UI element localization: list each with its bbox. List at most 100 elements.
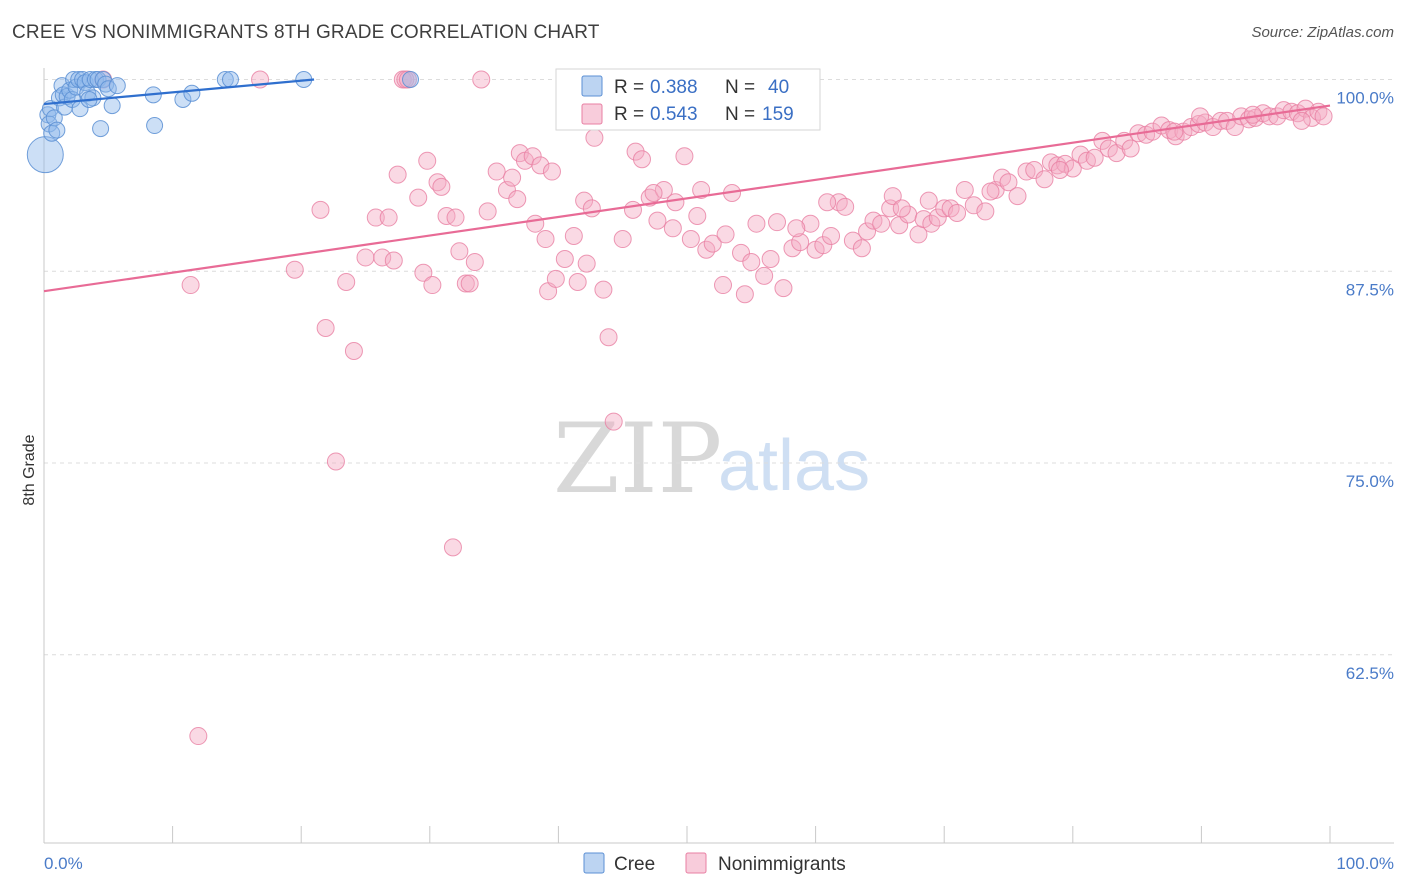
nonimmigrants-point-59 xyxy=(666,193,685,212)
nonimmigrants-point-46 xyxy=(575,191,594,210)
stats-legend-swatch-cree xyxy=(581,75,603,97)
nonimmigrants-point-45 xyxy=(568,272,587,291)
cree-point-32 xyxy=(146,117,164,135)
stats-legend-cree-n-value: 40 xyxy=(768,77,789,98)
watermark-atlas: atlas xyxy=(718,426,870,506)
stats-legend-cree-r-label: R = xyxy=(614,77,644,98)
nonimmigrants-point-7 xyxy=(326,452,345,471)
stats-legend-cree-n-label: N = xyxy=(725,77,755,98)
nonimmigrants-point-49 xyxy=(594,280,613,299)
nonimmigrants-point-99 xyxy=(955,180,974,199)
nonimmigrants-point-79 xyxy=(814,236,833,255)
nonimmigrants-point-150 xyxy=(892,199,911,218)
x-axis-ticks xyxy=(43,826,1331,843)
nonimmigrants-point-70 xyxy=(747,214,766,233)
nonimmigrants-point-67 xyxy=(732,243,751,262)
nonimmigrants-point-9 xyxy=(344,342,363,361)
nonimmigrants-point-106 xyxy=(1017,162,1036,181)
cree-point-20 xyxy=(79,84,97,102)
nonimmigrants-point-25 xyxy=(443,538,462,557)
nonimmigrants-point-158 xyxy=(692,180,711,199)
nonimmigrants-point-30 xyxy=(472,70,491,89)
nonimmigrants-point-53 xyxy=(626,142,645,161)
nonimmigrants-point-32 xyxy=(487,162,506,181)
nonimmigrants-point-69 xyxy=(742,253,761,272)
nonimmigrants-point-104 xyxy=(999,173,1018,192)
nonimmigrants-point-164 xyxy=(1292,111,1311,130)
stats-legend: R = 0.388 N = 40 R = 0.543 N = 159 xyxy=(555,68,821,131)
nonimmigrants-point-98 xyxy=(948,203,967,222)
nonimmigrants-point-34 xyxy=(503,168,522,187)
nonimmigrants-point-56 xyxy=(648,211,667,230)
y-tick-label-0: 100.0% xyxy=(1336,89,1394,108)
stats-legend-non-n-label: N = xyxy=(725,104,755,125)
nonimmigrants-point-1 xyxy=(189,727,208,746)
nonimmigrants-point-153 xyxy=(526,214,545,233)
nonimmigrants-point-154 xyxy=(508,190,527,209)
stats-legend-cree-r-value: 0.388 xyxy=(650,77,698,98)
nonimmigrants-point-58 xyxy=(663,219,682,238)
nonimmigrants-point-160 xyxy=(981,182,1000,201)
nonimmigrants-point-161 xyxy=(1050,161,1069,180)
nonimmigrants-point-65 xyxy=(714,276,733,295)
nonimmigrants-point-159 xyxy=(787,219,806,238)
cree-point-38 xyxy=(402,71,420,88)
cree-point-6 xyxy=(48,121,66,139)
nonimmigrants-point-87 xyxy=(872,214,891,233)
nonimmigrants-point-82 xyxy=(836,197,855,216)
nonimmigrants-point-156 xyxy=(432,177,451,196)
nonimmigrants-point-6 xyxy=(316,319,335,338)
nonimmigrants-point-15 xyxy=(388,165,407,184)
nonimmigrants-point-84 xyxy=(852,239,871,258)
nonimmigrants-point-24 xyxy=(437,207,456,226)
nonimmigrants-point-157 xyxy=(585,128,604,147)
nonimmigrants-point-74 xyxy=(774,279,793,298)
y-tick-labels: 100.0% 87.5% 75.0% 62.5% xyxy=(1336,89,1394,683)
nonimmigrants-point-54 xyxy=(632,150,651,169)
nonimmigrants-point-28 xyxy=(456,274,475,293)
nonimmigrants-point-71 xyxy=(755,266,774,285)
cree-point-29 xyxy=(103,97,121,115)
cree-point-28 xyxy=(99,80,117,98)
nonimmigrants-point-103 xyxy=(993,168,1012,187)
nonimmigrants-point-11 xyxy=(366,208,385,227)
nonimmigrants-point-51 xyxy=(604,412,623,431)
legend-swatch-nonimmigrants xyxy=(685,852,707,874)
nonimmigrants-point-37 xyxy=(523,147,542,166)
nonimmigrants-point-61 xyxy=(681,230,700,249)
cree-point-36 xyxy=(221,71,239,88)
nonimmigrants-point-89 xyxy=(883,187,902,206)
y-tick-label-3: 62.5% xyxy=(1346,664,1394,683)
watermark-zip: ZIP xyxy=(553,403,722,515)
x-tick-label-max: 100.0% xyxy=(1336,854,1394,873)
nonimmigrants-point-101 xyxy=(976,202,995,221)
legend-swatch-cree xyxy=(583,852,605,874)
nonimmigrants-point-165 xyxy=(818,193,837,212)
nonimmigrants-point-31 xyxy=(478,202,497,221)
y-tick-label-2: 75.0% xyxy=(1346,472,1394,491)
nonimmigrants-point-26 xyxy=(446,208,465,227)
nonimmigrants-point-43 xyxy=(555,249,574,268)
nonimmigrants-point-5 xyxy=(311,200,330,219)
series-cree xyxy=(26,71,420,174)
nonimmigrants-point-112 xyxy=(1063,159,1082,178)
nonimmigrants-point-166 xyxy=(644,184,663,203)
nonimmigrants-point-149 xyxy=(919,191,938,210)
nonimmigrants-point-110 xyxy=(1048,156,1067,175)
nonimmigrants-point-29 xyxy=(460,274,479,293)
nonimmigrants-point-76 xyxy=(791,233,810,252)
nonimmigrants-point-72 xyxy=(761,249,780,268)
gridlines xyxy=(44,79,1394,656)
stats-legend-non-r-label: R = xyxy=(614,104,644,125)
y-axis-label: 8th Grade xyxy=(21,434,38,505)
cree-point-0 xyxy=(26,136,64,174)
x-tick-label-min: 0.0% xyxy=(44,854,83,873)
nonimmigrants-point-162 xyxy=(1191,107,1210,126)
legend-label-nonimmigrants: Nonimmigrants xyxy=(718,854,846,875)
nonimmigrants-point-147 xyxy=(1314,107,1333,126)
nonimmigrants-point-62 xyxy=(688,207,707,226)
nonimmigrants-point-44 xyxy=(564,226,583,245)
nonimmigrants-point-73 xyxy=(768,213,787,232)
nonimmigrants-point-107 xyxy=(1025,161,1044,180)
stats-legend-swatch-non xyxy=(581,103,603,125)
